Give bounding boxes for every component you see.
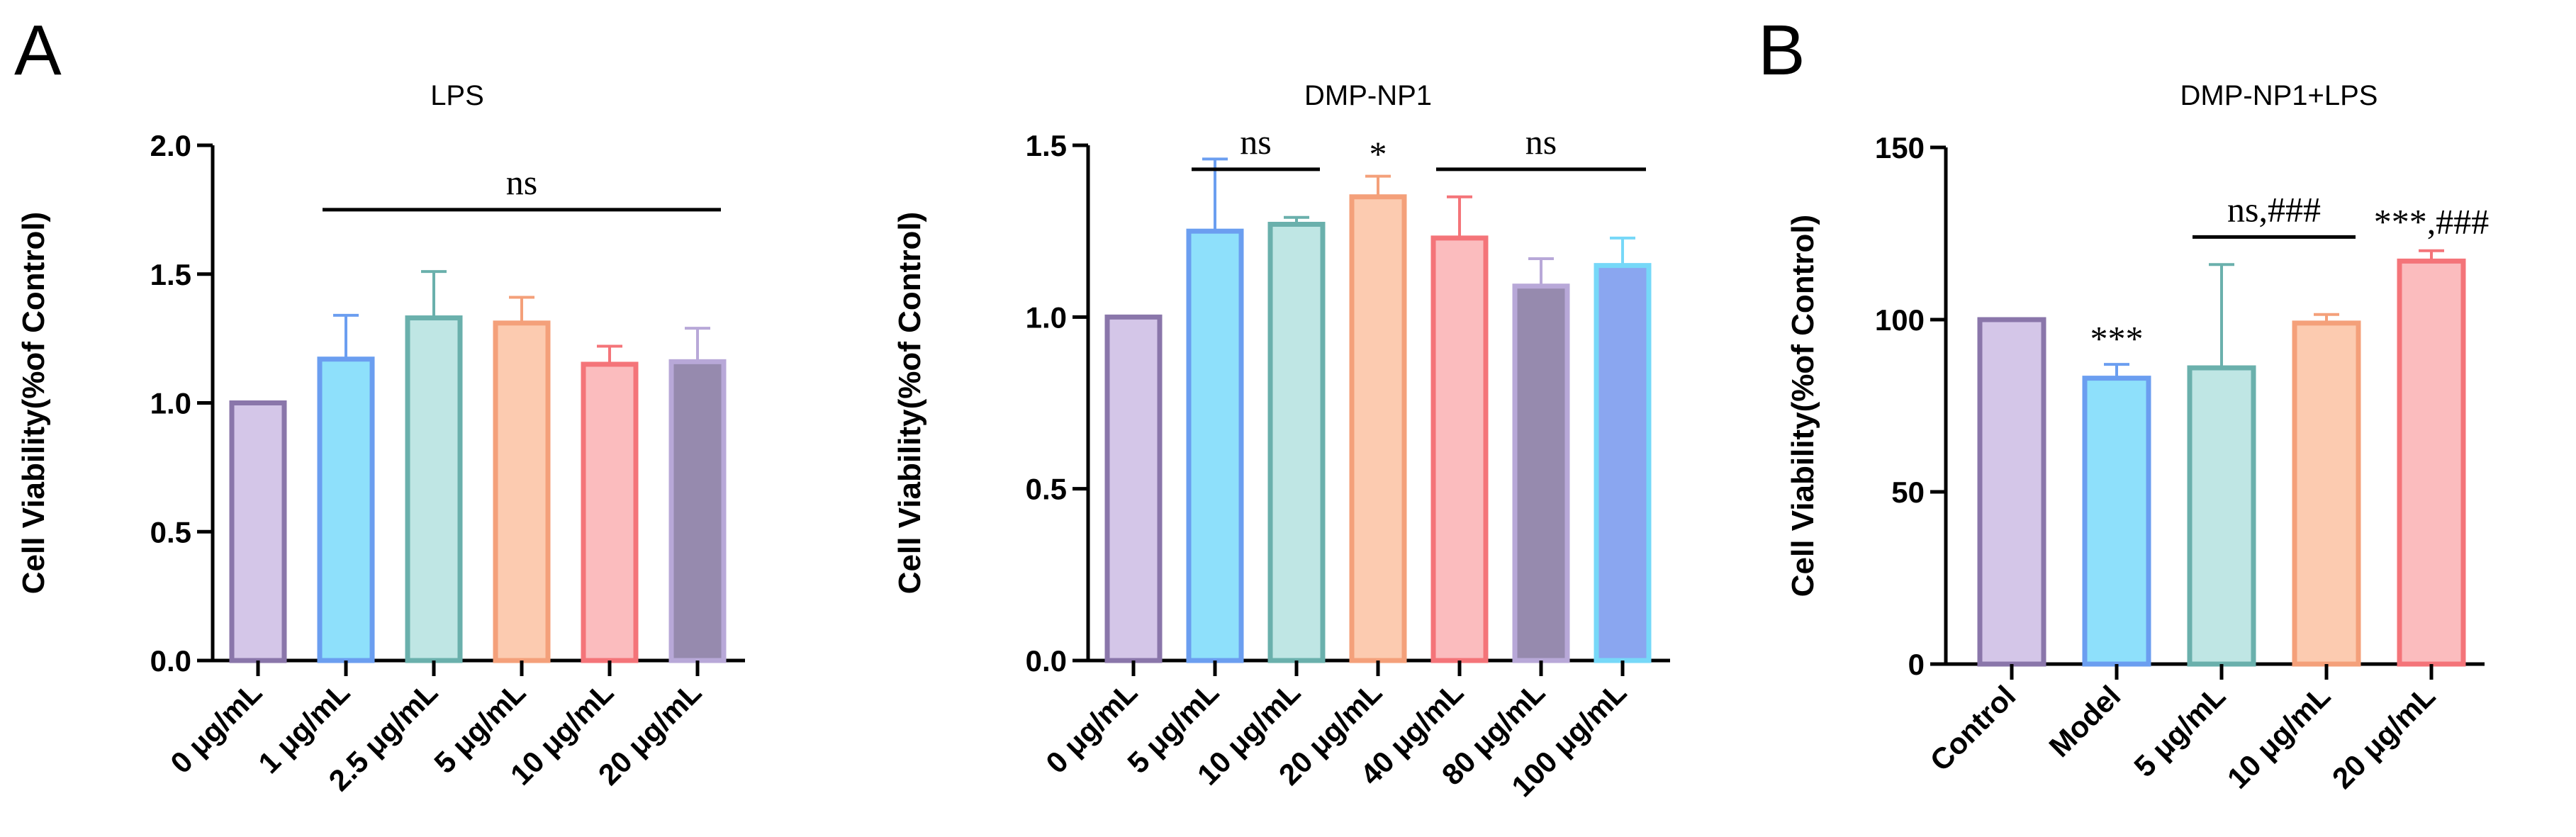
y-tick-label: 0.5 [1026, 473, 1067, 506]
y-tick-label: 1.5 [1026, 129, 1067, 162]
chart-lps: LPS Cell Viability(%of Control) 0.0 0.5 1.0 1… [16, 80, 745, 797]
significance-label: ***,### [2374, 202, 2490, 242]
significance-label: * [1370, 134, 1387, 174]
x-tick-label: 0 μg/mL [164, 675, 268, 780]
chart-title: LPS [430, 80, 484, 111]
y-tick-label: 150 [1875, 131, 1925, 164]
bar [581, 361, 639, 663]
significance-label: ns [506, 162, 537, 202]
significance-label: ns [1240, 122, 1271, 162]
bar [493, 320, 551, 663]
x-tick-label: Control [1924, 679, 2022, 777]
chart-title: DMP-NP1 [1304, 80, 1432, 111]
y-axis-label: Cell Viability(%of Control) [1786, 215, 1820, 597]
x-tick-label: Model [2042, 679, 2127, 763]
bar [2082, 376, 2151, 667]
y-tick-label: 0.0 [150, 644, 191, 678]
chart-dmp-np1-lps: DMP-NP1+LPS Cell Viability(%of Control) 0 5… [1786, 80, 2489, 795]
bar [2187, 365, 2256, 667]
panel-letter-b: B [1758, 11, 1805, 90]
bar [1104, 314, 1163, 663]
y-axis-label: Cell Viability(%of Control) [892, 212, 927, 594]
y-tick-label: 1.0 [150, 387, 191, 420]
bar [1430, 235, 1489, 663]
y-tick-label: 0 [1908, 648, 1925, 681]
bar [1267, 221, 1326, 663]
significance-label: ns [1525, 122, 1557, 162]
y-tick-label: 1.5 [150, 258, 191, 291]
bar [1512, 283, 1570, 663]
bar [1977, 317, 2046, 667]
bar [2292, 320, 2361, 667]
bar [317, 356, 375, 663]
bar [1594, 263, 1652, 663]
y-tick-label: 0.5 [150, 515, 191, 549]
bar [1349, 194, 1407, 663]
y-tick-label: 100 [1875, 303, 1925, 337]
y-tick-label: 0.0 [1026, 644, 1067, 678]
panel-letter-a: A [14, 11, 62, 90]
chart-title: DMP-NP1+LPS [2180, 80, 2378, 111]
x-tick-label: 5 μg/mL [2127, 679, 2231, 783]
significance-label: ns,### [2227, 189, 2321, 229]
bar [405, 315, 463, 663]
x-tick-label: 20 μg/mL [2326, 679, 2442, 795]
bar [229, 400, 287, 663]
y-tick-label: 50 [1891, 476, 1925, 509]
bar [668, 359, 727, 663]
y-axis-label: Cell Viability(%of Control) [16, 212, 51, 594]
x-tick-label: 10 μg/mL [2221, 679, 2337, 795]
significance-label: *** [2090, 319, 2144, 359]
y-tick-label: 1.0 [1026, 300, 1067, 334]
bar [2397, 258, 2466, 667]
bar [1186, 228, 1244, 663]
y-tick-label: 2.0 [150, 129, 191, 162]
chart-dmp-np1: DMP-NP1 Cell Viability(%of Control) 0.0 0.5… [892, 80, 1670, 803]
